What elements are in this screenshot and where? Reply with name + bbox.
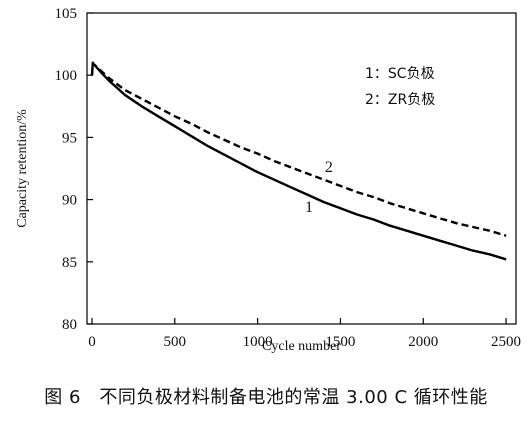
- legend: 1：SC负极 2：ZR负极: [365, 66, 435, 108]
- curve-label-1: 1: [305, 199, 313, 216]
- y-tick-label: 100: [55, 68, 78, 84]
- series-line-2: [90, 61, 507, 237]
- x-tick-label: 500: [164, 334, 187, 350]
- series-line-1: [90, 61, 507, 261]
- x-ticks: 0 500 1000 1500 2000 2500: [88, 318, 521, 350]
- x-tick-label: 2000: [408, 334, 438, 350]
- legend-entry: 1：SC负极: [365, 66, 435, 82]
- y-tick-label: 80: [62, 317, 77, 333]
- annotation-layer: 12: [305, 159, 333, 216]
- y-axis-title: Capacity retention/%: [15, 109, 30, 228]
- y-tick-label: 90: [62, 193, 77, 209]
- y-tick-label: 85: [62, 255, 77, 271]
- x-tick-label: 1500: [325, 334, 355, 350]
- y-tick-label: 95: [62, 130, 77, 146]
- y-tick-label: 105: [55, 6, 78, 22]
- series-layer: [90, 61, 507, 261]
- curve-label-2: 2: [325, 159, 333, 176]
- legend-entry: 2：ZR负极: [365, 92, 435, 108]
- y-ticks: 80 85 90 95 100 105: [55, 6, 93, 333]
- x-tick-label: 2500: [491, 334, 521, 350]
- x-tick-label: 1000: [243, 334, 273, 350]
- figure-caption: 图 6 不同负极材料制备电池的常温 3.00 C 循环性能: [44, 387, 488, 408]
- plot-frame: [86, 12, 517, 325]
- x-axis-title: Cycle number: [262, 339, 341, 354]
- x-tick-label: 0: [88, 334, 96, 350]
